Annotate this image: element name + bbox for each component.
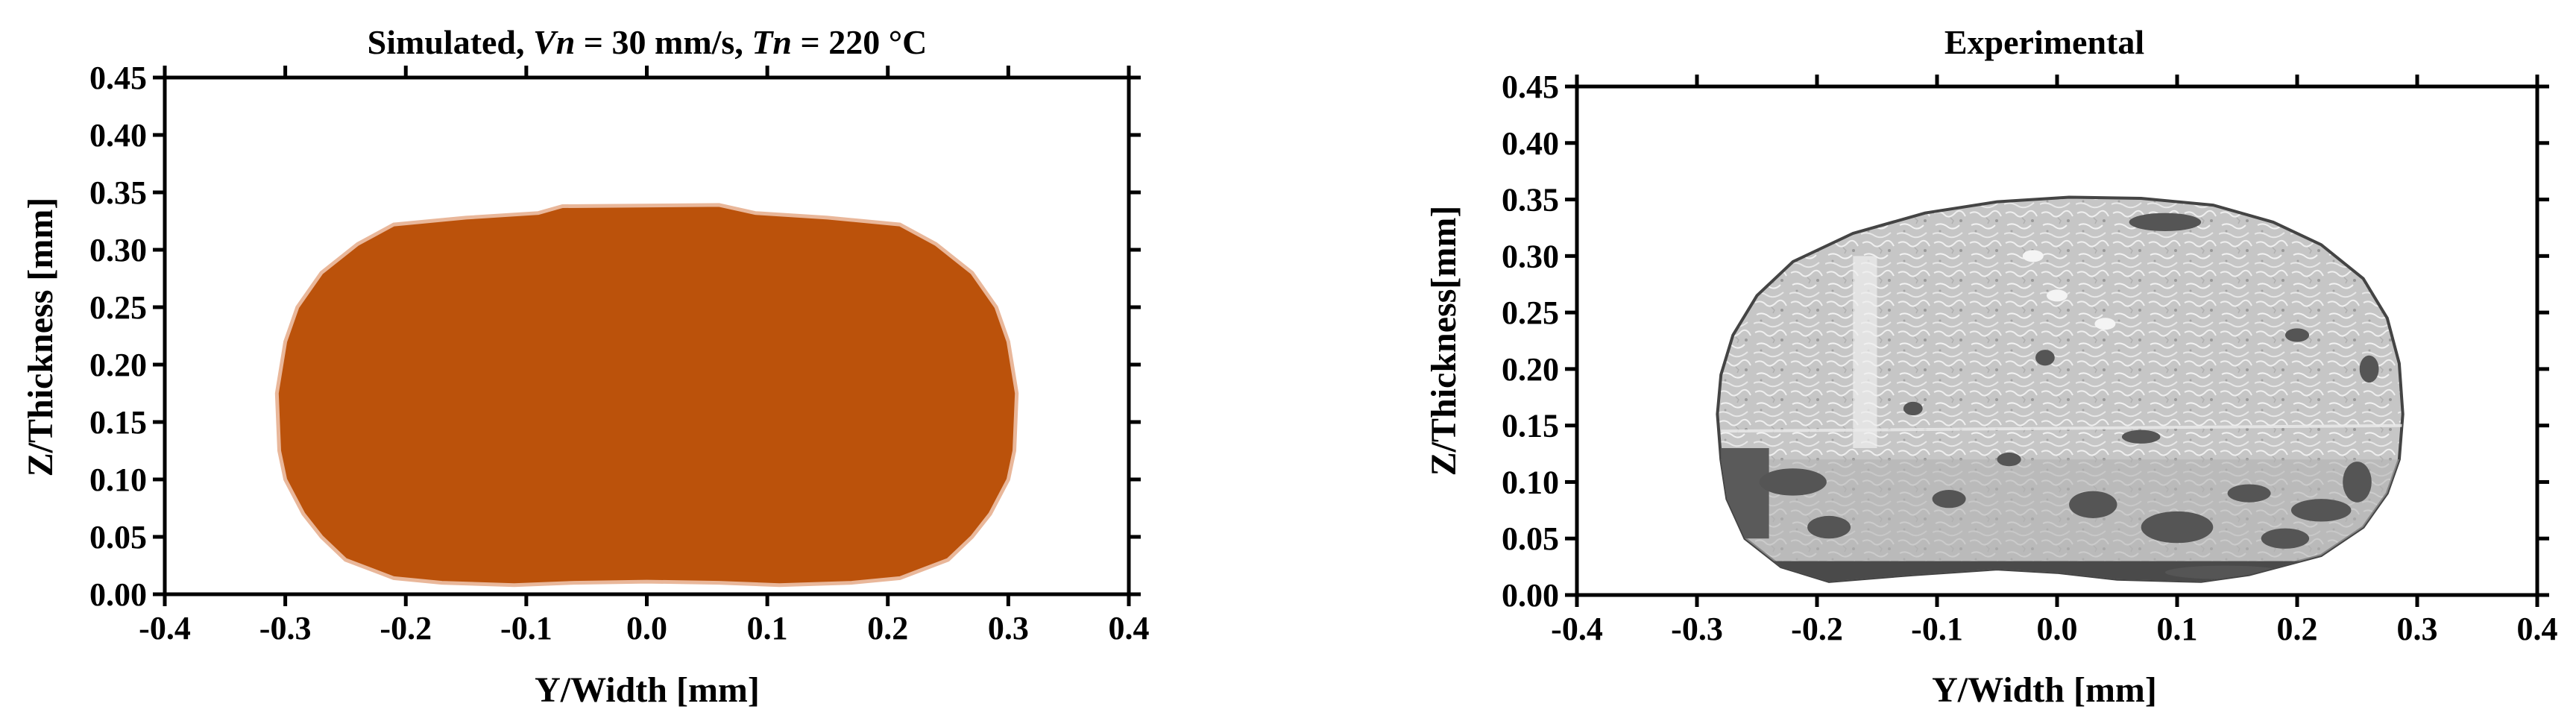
y-tick-label: 0.25 [1502,295,1559,331]
void-patch [1903,401,1923,416]
x-tick-label: 0.4 [1109,610,1150,646]
void-patch [2261,528,2310,549]
y-tick-labels: 0.00 0.05 0.10 0.15 0.20 0.25 0.30 0.35 0.40 0.45 [89,60,147,613]
x-tick-label: -0.1 [500,610,552,646]
x-tick-label: -0.4 [1551,611,1603,647]
y-tick-label: 0.30 [1502,238,1559,274]
bright-streak [1853,256,1877,448]
void-patch [2035,350,2055,366]
light-inclusion [2047,289,2068,302]
y-tick-label: 0.35 [1502,182,1559,218]
void-patch [1997,453,2021,467]
void-patch [2284,328,2310,342]
bottom-dark-layer [1717,561,2403,582]
y-tick-label: 0.45 [1502,69,1559,105]
y-tick-label: 0.30 [89,232,147,268]
void-patch [2141,511,2214,544]
title-segment: Tn [752,23,792,61]
void-patch [2069,491,2117,518]
panel-title-simulated: Simulated, Vn = 30 mm/s, Tn = 220 °C [368,23,928,61]
void-patch [1932,490,1966,509]
x-tick-label: -0.3 [1671,611,1723,647]
y-tick-label: 0.05 [1502,520,1559,557]
void-patch [2164,565,2285,579]
y-tick-label: 0.00 [89,576,147,613]
y-tick-label: 0.10 [89,462,147,498]
title-segment: = 220 °C [792,23,927,61]
void-patch [2121,429,2161,444]
simulated-bead-shape [274,203,1019,588]
title-segment: = 30 mm/s, [575,23,752,61]
panel-title-experimental: Experimental [1944,23,2144,61]
x-tick-labels: -0.4 -0.3 -0.2 -0.1 0.0 0.1 0.2 0.3 0.4 [1551,611,2557,647]
y-axis-label: Z/Thickness[mm] [1424,206,1464,476]
simulated-cross-section [274,203,1019,588]
y-tick-label: 0.40 [1502,125,1559,162]
y-tick-label: 0.20 [1502,351,1559,388]
y-tick-label: 0.40 [89,117,147,154]
y-tick-label: 0.20 [89,347,147,383]
experimental-cross-section [1716,195,2405,583]
y-tick-label: 0.05 [89,519,147,555]
x-tick-label: 0.3 [2397,611,2438,647]
x-axis-label: Y/Width [mm] [535,670,760,710]
x-tick-label: -0.2 [380,610,432,646]
layer-interface [1721,424,2403,433]
void-patch [2343,462,2372,503]
light-inclusion [2022,250,2044,262]
x-axis-label: Y/Width [mm] [1932,670,2157,710]
y-tick-label: 0.25 [89,289,147,326]
void-patch [2129,213,2202,231]
left-dark-region [1721,447,1769,539]
void-patch [2227,484,2271,503]
x-tick-label: -0.3 [259,610,312,646]
x-tick-label: -0.2 [1791,611,1843,647]
title-segment: Vn [533,23,575,61]
void-patch [1759,468,1827,496]
axis-ticks [153,66,1141,606]
x-tick-label: 0.4 [2517,611,2558,647]
y-tick-label: 0.00 [1502,577,1559,614]
void-patch [2359,355,2379,383]
void-patch [1807,515,1851,539]
x-tick-label: -0.1 [1911,611,1963,647]
y-tick-label: 0.35 [89,174,147,211]
y-tick-label: 0.15 [89,404,147,441]
x-tick-labels: -0.4 -0.3 -0.2 -0.1 0.0 0.1 0.2 0.3 0.4 [139,610,1149,646]
y-tick-label: 0.10 [1502,464,1559,500]
x-tick-label: -0.4 [139,610,191,646]
x-tick-label: 0.1 [2157,611,2198,647]
x-tick-label: 0.0 [626,610,667,646]
y-axis-label: Z/Thickness [mm] [21,198,60,477]
y-tick-labels: 0.00 0.05 0.10 0.15 0.20 0.25 0.30 0.35 0.40 0.45 [1502,69,1559,614]
axis-ticks [1565,75,2549,607]
simulated-panel: Simulated, Vn = 30 mm/s, Tn = 220 °C -0.… [21,23,1150,710]
x-tick-label: 0.0 [2037,611,2078,647]
void-patch [2290,499,2352,522]
title-segment: Experimental [1944,23,2144,61]
experimental-panel: Experimental -0.4 -0.3 -0.2 -0.1 0.0 0.1 0.2 0.… [1424,23,2558,710]
y-tick-label: 0.15 [1502,408,1559,444]
x-tick-label: 0.1 [747,610,788,646]
x-tick-label: 0.2 [867,610,908,646]
light-inclusion [2094,318,2116,330]
title-segment: Simulated, [368,23,533,61]
x-tick-label: 0.3 [988,610,1029,646]
x-tick-label: 0.2 [2277,611,2318,647]
y-tick-label: 0.45 [89,60,147,96]
